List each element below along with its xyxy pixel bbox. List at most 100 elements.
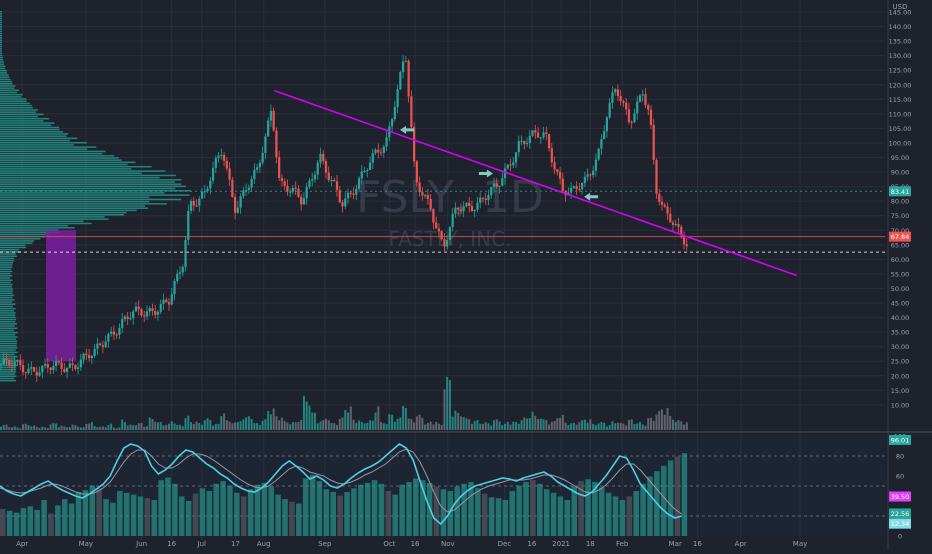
volume-profile-bar: [0, 187, 176, 190]
volume-bar: [366, 422, 369, 430]
volume-profile-bar: [0, 329, 15, 332]
candle-body: [222, 154, 226, 161]
volume-profile-bar: [0, 227, 75, 229]
candle-body: [54, 360, 58, 367]
candle-body: [300, 196, 303, 205]
osc-column: [75, 491, 82, 536]
volume-profile-bar: [0, 41, 2, 44]
candle-body: [71, 363, 74, 366]
volume-bar: [498, 421, 501, 430]
volume-profile-bar: [0, 157, 119, 159]
volume-bar: [225, 420, 228, 430]
candle-body: [225, 160, 228, 169]
volume-bar: [432, 424, 435, 430]
volume-profile-bar: [0, 168, 132, 170]
volume-bar: [528, 418, 531, 430]
volume-bar: [680, 421, 683, 430]
volume-bar: [123, 422, 126, 430]
candle-body: [319, 153, 322, 163]
osc-column: [82, 490, 89, 536]
volume-bar: [451, 416, 454, 430]
candle-body: [446, 240, 449, 247]
volume-bar: [523, 417, 526, 430]
volume-profile-bar: [0, 93, 23, 96]
candle-body: [275, 130, 278, 158]
osc-column: [103, 499, 109, 536]
volume-bar: [468, 419, 471, 430]
candle-body: [625, 102, 628, 110]
volume-profile-bar: [0, 301, 13, 303]
volume-profile-bar: [0, 233, 50, 236]
candle-body: [110, 331, 113, 334]
candle-body: [616, 89, 620, 97]
volume-bar: [173, 423, 176, 430]
annotation-arrow[interactable]: [584, 192, 599, 201]
candle-body: [421, 192, 424, 196]
volume-profile-bar: [0, 368, 17, 371]
volume-profile-bar: [0, 102, 30, 105]
volume-profile-bar: [0, 312, 16, 314]
candle-body: [352, 193, 355, 195]
osc-column: [523, 482, 529, 536]
candle-body: [267, 120, 270, 137]
volume-profile-bar: [0, 131, 64, 133]
volume-profile-bar: [0, 37, 2, 39]
volume-bar: [672, 419, 675, 430]
candle-body: [641, 94, 644, 96]
osc-badge-label: 39.50: [891, 493, 910, 501]
volume-profile-bar: [0, 11, 2, 13]
volume-profile-bar: [0, 21, 2, 24]
volume-profile-bar: [0, 216, 105, 218]
candle-body: [440, 231, 443, 240]
volume-bar: [413, 422, 416, 430]
candle-body: [90, 355, 93, 359]
osc-column: [647, 476, 653, 536]
candle-body: [470, 205, 474, 212]
volume-bar: [575, 424, 578, 430]
volume-profile-bar: [0, 207, 149, 209]
osc-column: [633, 491, 639, 536]
volume-profile-bar: [0, 80, 13, 83]
trendline[interactable]: [274, 89, 797, 277]
volume-bar: [341, 417, 344, 430]
osc-column: [13, 512, 20, 536]
volume-bar: [399, 417, 402, 430]
volume-profile-bar: [0, 91, 17, 94]
candle-body: [603, 131, 606, 140]
annotation-arrow[interactable]: [478, 169, 493, 178]
volume-profile-bar: [0, 194, 190, 196]
volume-profile-bar: [0, 340, 18, 343]
candle-body: [622, 101, 625, 103]
osc-column: [537, 483, 543, 536]
candle-body: [187, 210, 190, 240]
volume-bar: [677, 420, 680, 430]
candle-body: [528, 135, 531, 143]
volume-profile-bar: [0, 379, 17, 382]
candle-body: [245, 189, 248, 191]
candle-body: [181, 267, 184, 273]
candle-body: [13, 361, 16, 367]
candle-body: [5, 358, 8, 360]
watermark-symbol: FSLY, 1D: [356, 172, 544, 223]
candle-body: [99, 343, 102, 346]
volume-bar: [168, 423, 171, 430]
volume-profile-bar: [0, 286, 12, 288]
volume-bar: [115, 428, 118, 430]
candle-body: [487, 195, 490, 201]
annotation-arrow[interactable]: [400, 125, 415, 134]
volume-profile-bar: [0, 364, 17, 367]
candle-body: [344, 198, 347, 207]
candle-body: [333, 179, 336, 182]
candle-body: [308, 180, 311, 187]
volume-profile-bar: [0, 148, 88, 151]
volume-profile-bar: [0, 218, 109, 220]
candle-body: [531, 130, 534, 136]
volume-bar: [421, 417, 424, 430]
volume-profile-bar: [0, 137, 78, 140]
volume-bar: [35, 426, 38, 430]
candle-body: [685, 244, 688, 247]
volume-profile-bar: [0, 56, 3, 59]
volume-bar: [490, 425, 493, 430]
volume-profile-bar: [0, 28, 2, 30]
